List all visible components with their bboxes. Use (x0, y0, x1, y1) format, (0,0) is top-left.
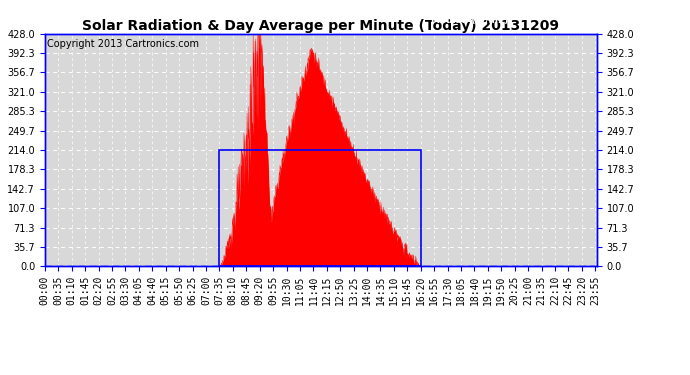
Text: Radiation (W/m2): Radiation (W/m2) (561, 16, 649, 25)
Text: Median (W/m2): Median (W/m2) (431, 16, 508, 25)
Text: Copyright 2013 Cartronics.com: Copyright 2013 Cartronics.com (47, 39, 199, 50)
Bar (219, 150, 421, 266)
Title: Solar Radiation & Day Average per Minute (Today) 20131209: Solar Radiation & Day Average per Minute… (82, 19, 560, 33)
